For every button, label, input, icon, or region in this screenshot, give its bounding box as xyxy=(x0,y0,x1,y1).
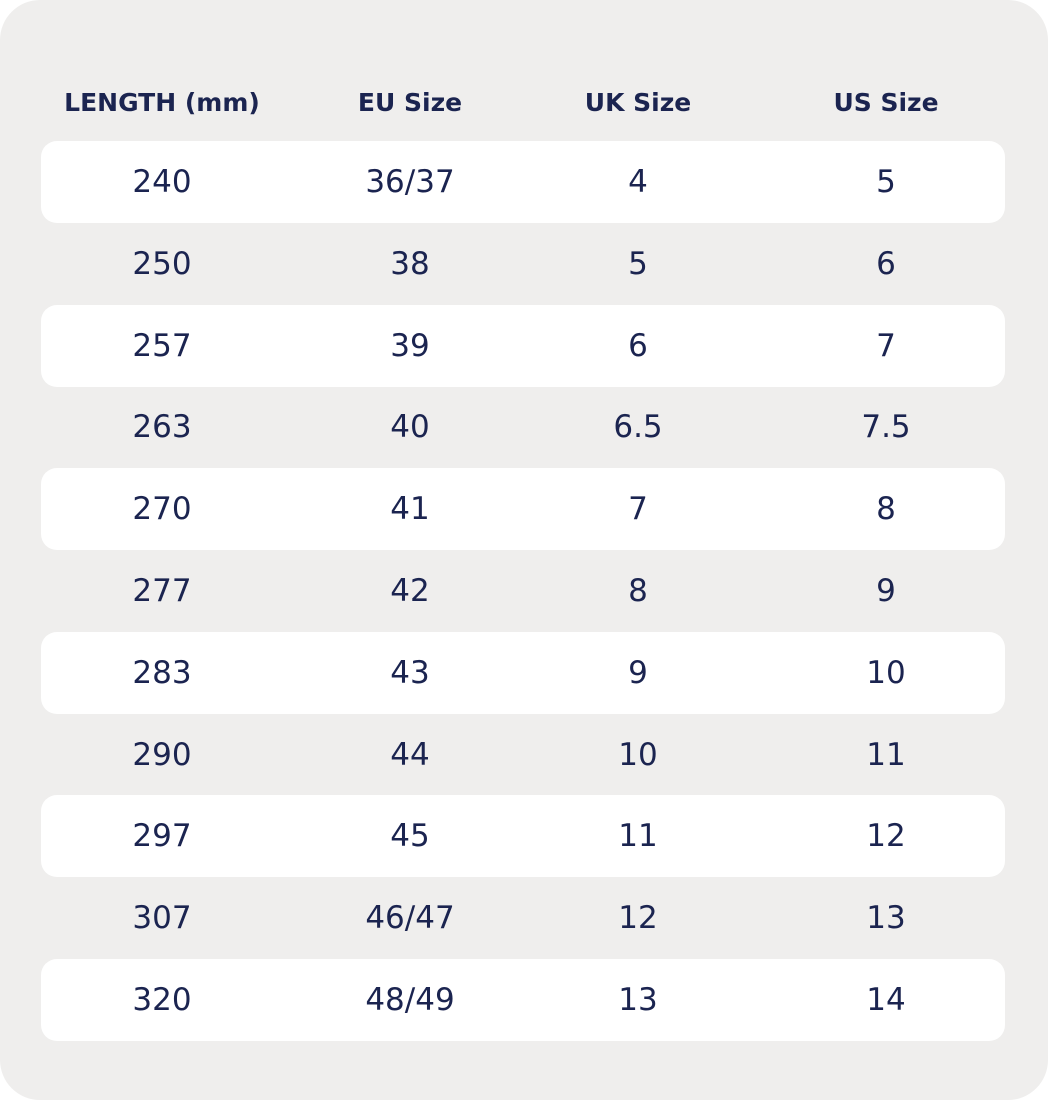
table-cell: 14 xyxy=(866,982,906,1018)
column-header: UK Size xyxy=(584,88,692,117)
table-cell: 307 xyxy=(132,900,192,937)
table-cell: 39 xyxy=(390,327,430,364)
table-cell: 12 xyxy=(618,900,658,937)
table-cell: 263 xyxy=(132,409,192,446)
table-cell: 8 xyxy=(628,573,648,609)
table-cell: 270 xyxy=(132,491,192,528)
table-cell: 11 xyxy=(866,736,906,773)
table-cell: 43 xyxy=(390,654,430,691)
table-cell: 36/37 xyxy=(365,164,455,200)
column-header: US Size xyxy=(833,88,939,117)
table-row: 270 41 7 8 xyxy=(41,468,1005,551)
table-row: 307 46/47 12 13 xyxy=(41,877,1005,959)
table-cell: 7 xyxy=(628,491,648,528)
table-cell: 12 xyxy=(866,818,906,855)
table-cell: 10 xyxy=(618,736,658,773)
table-cell: 5 xyxy=(876,164,896,200)
table-cell: 45 xyxy=(390,818,430,855)
table-cell: 48/49 xyxy=(365,982,455,1018)
table-cell: 4 xyxy=(628,164,648,200)
table-cell: 40 xyxy=(390,409,430,446)
table-row: 297 45 11 12 xyxy=(41,795,1005,878)
table-row: 250 38 5 6 xyxy=(41,223,1005,305)
table-cell: 42 xyxy=(390,573,430,609)
table-cell: 11 xyxy=(618,818,658,855)
table-cell: 44 xyxy=(390,736,430,773)
table-cell: 13 xyxy=(866,900,906,937)
table-cell: 46/47 xyxy=(365,900,455,937)
table-cell: 10 xyxy=(866,654,906,691)
table-cell: 297 xyxy=(132,818,192,855)
table-cell: 7 xyxy=(876,327,896,364)
table-row: 320 48/49 13 14 xyxy=(41,959,1005,1041)
table-cell: 250 xyxy=(132,245,192,282)
table-cell: 5 xyxy=(628,245,648,282)
table-cell: 320 xyxy=(132,982,192,1018)
table-cell: 257 xyxy=(132,327,192,364)
table-row: 277 42 8 9 xyxy=(41,550,1005,632)
table-cell: 9 xyxy=(628,654,648,691)
table-cell: 277 xyxy=(132,573,192,609)
table-cell: 13 xyxy=(618,982,658,1018)
table-cell: 290 xyxy=(132,736,192,773)
table-row: 257 39 6 7 xyxy=(41,304,1005,387)
table-cell: 9 xyxy=(876,573,896,609)
table-cell: 6 xyxy=(876,245,896,282)
table-cell: 8 xyxy=(876,491,896,528)
table-cell: 38 xyxy=(390,245,430,282)
column-header: EU Size xyxy=(357,88,463,117)
table-row: 290 44 10 11 xyxy=(41,714,1005,796)
table-cell: 41 xyxy=(390,491,430,528)
table-cell: 6.5 xyxy=(613,409,663,446)
table-row: 283 43 9 10 xyxy=(41,631,1005,714)
table-cell: 240 xyxy=(132,164,192,200)
table-row: 240 36/37 4 5 xyxy=(41,141,1005,223)
column-header: LENGTH (mm) xyxy=(64,88,260,117)
table-cell: 6 xyxy=(628,327,648,364)
table-row: 263 40 6.5 7.5 xyxy=(41,386,1005,468)
table-cell: 283 xyxy=(132,654,192,691)
table-cell: 7.5 xyxy=(861,409,911,446)
